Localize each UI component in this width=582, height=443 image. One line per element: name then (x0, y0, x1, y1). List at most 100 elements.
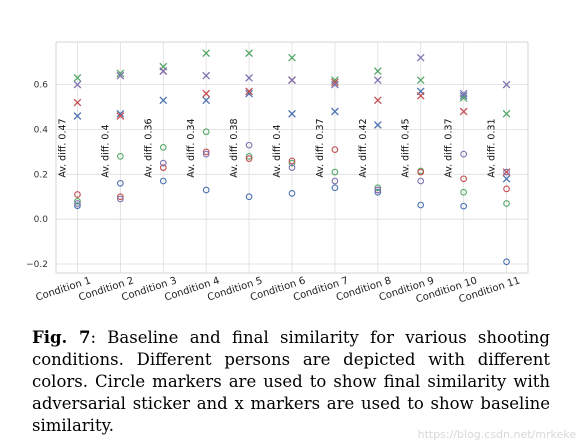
avg-diff-annotation: Av. diff. 0.42 (358, 118, 369, 177)
baseline-x-marker (373, 67, 382, 76)
final-circle-marker (288, 190, 296, 197)
final-circle-marker (202, 148, 210, 156)
final-circle-marker (159, 159, 167, 167)
final-circle-marker (331, 168, 339, 176)
final-circle-marker (202, 150, 210, 158)
baseline-x-marker (459, 91, 468, 100)
caption-text: : Baseline and final similarity for vari… (32, 328, 550, 435)
baseline-x-marker (159, 96, 168, 105)
avg-diff-annotation: Av. diff. 0.4 (272, 124, 283, 177)
baseline-x-marker (245, 87, 253, 96)
baseline-x-marker (73, 112, 82, 120)
final-circle-marker (288, 164, 296, 171)
data-markers (73, 49, 511, 266)
final-circle-marker (374, 188, 382, 196)
baseline-x-marker (245, 74, 253, 82)
final-circle-marker (245, 155, 253, 162)
baseline-x-marker (416, 91, 425, 100)
baseline-x-marker (502, 80, 511, 89)
final-circle-marker (159, 164, 167, 171)
baseline-x-marker (459, 107, 468, 116)
final-circle-marker (202, 186, 210, 194)
final-circle-marker (202, 128, 210, 136)
baseline-x-marker (202, 89, 211, 98)
baseline-x-marker (502, 109, 511, 118)
final-circle-marker (74, 197, 81, 205)
avg-diff-annotation: Av. diff. 0.37 (315, 118, 326, 177)
baseline-x-marker (416, 53, 425, 62)
caption-label: Fig. 7 (32, 328, 91, 347)
baseline-x-marker (202, 49, 211, 58)
avg-diff-annotation: Av. diff. 0.36 (143, 118, 154, 177)
final-circle-marker (117, 195, 124, 203)
baseline-x-marker (245, 89, 253, 98)
final-circle-marker (460, 188, 467, 196)
final-circle-marker (288, 159, 296, 167)
final-circle-marker (417, 177, 425, 185)
final-circle-marker (417, 201, 425, 209)
baseline-x-marker (373, 121, 382, 129)
baseline-x-marker (159, 67, 168, 76)
final-circle-marker (460, 202, 467, 210)
baseline-x-marker (502, 174, 511, 183)
y-tick-label: 0.2 (34, 170, 48, 180)
baseline-x-marker (73, 98, 82, 107)
final-circle-marker (417, 168, 425, 176)
final-circle-marker (503, 168, 510, 176)
baseline-x-marker (331, 107, 339, 116)
final-circle-marker (117, 179, 124, 187)
baseline-x-marker (116, 109, 125, 118)
baseline-x-marker (116, 69, 125, 78)
baseline-x-marker (373, 96, 382, 105)
avg-diff-annotation: Av. diff. 0.4 (100, 124, 111, 177)
baseline-x-marker (202, 71, 211, 80)
final-circle-marker (460, 175, 467, 183)
final-circle-marker (117, 193, 124, 201)
final-circle-marker (503, 185, 510, 193)
final-circle-marker (331, 146, 339, 154)
baseline-x-marker (288, 53, 296, 62)
final-circle-marker (245, 193, 253, 201)
final-circle-marker (117, 153, 124, 160)
baseline-x-marker (331, 80, 339, 89)
avg-diff-annotation: Av. diff. 0.31 (487, 118, 498, 177)
baseline-x-marker (202, 96, 211, 105)
final-circle-marker (288, 157, 296, 165)
final-circle-marker (460, 150, 467, 158)
baseline-x-marker (331, 78, 339, 87)
baseline-x-marker (73, 74, 82, 82)
baseline-x-marker (73, 80, 82, 89)
final-circle-marker (159, 144, 167, 151)
y-tick-label: 0.4 (34, 125, 49, 135)
avg-diff-annotation: Av. diff. 0.45 (401, 118, 412, 177)
y-tick-labels: −0.2 0.0 0.2 0.4 0.6 (26, 81, 48, 270)
baseline-x-marker (459, 89, 468, 98)
avg-diff-annotation: Av. diff. 0.34 (186, 118, 197, 177)
final-circle-marker (74, 191, 81, 198)
final-circle-marker (331, 184, 339, 192)
baseline-x-marker (245, 49, 253, 58)
y-tick-label: 0.0 (34, 215, 49, 225)
annotations: Av. diff. 0.47 Av. diff. 0.4 Av. diff. 0.3… (57, 118, 497, 177)
baseline-x-marker (288, 109, 296, 118)
baseline-x-marker (373, 76, 382, 84)
avg-diff-annotation: Av. diff. 0.47 (57, 118, 68, 177)
final-circle-marker (374, 184, 382, 192)
y-tick-label: −0.2 (26, 260, 48, 270)
figure-caption: Fig. 7: Baseline and final similarity fo… (32, 327, 550, 437)
baseline-x-marker (116, 71, 125, 80)
final-circle-marker (374, 186, 382, 194)
baseline-x-marker (288, 76, 296, 84)
watermark: https://blog.csdn.net/mrkeke (417, 428, 576, 441)
final-circle-marker (503, 200, 510, 207)
avg-diff-annotation: Av. diff. 0.38 (229, 118, 240, 177)
baseline-x-marker (116, 112, 125, 120)
final-circle-marker (74, 200, 81, 207)
final-circle-marker (245, 141, 253, 149)
final-circle-marker (331, 177, 339, 185)
avg-diff-annotation: Av. diff. 0.37 (444, 118, 455, 177)
final-circle-marker (245, 153, 253, 160)
final-circle-marker (503, 258, 510, 266)
